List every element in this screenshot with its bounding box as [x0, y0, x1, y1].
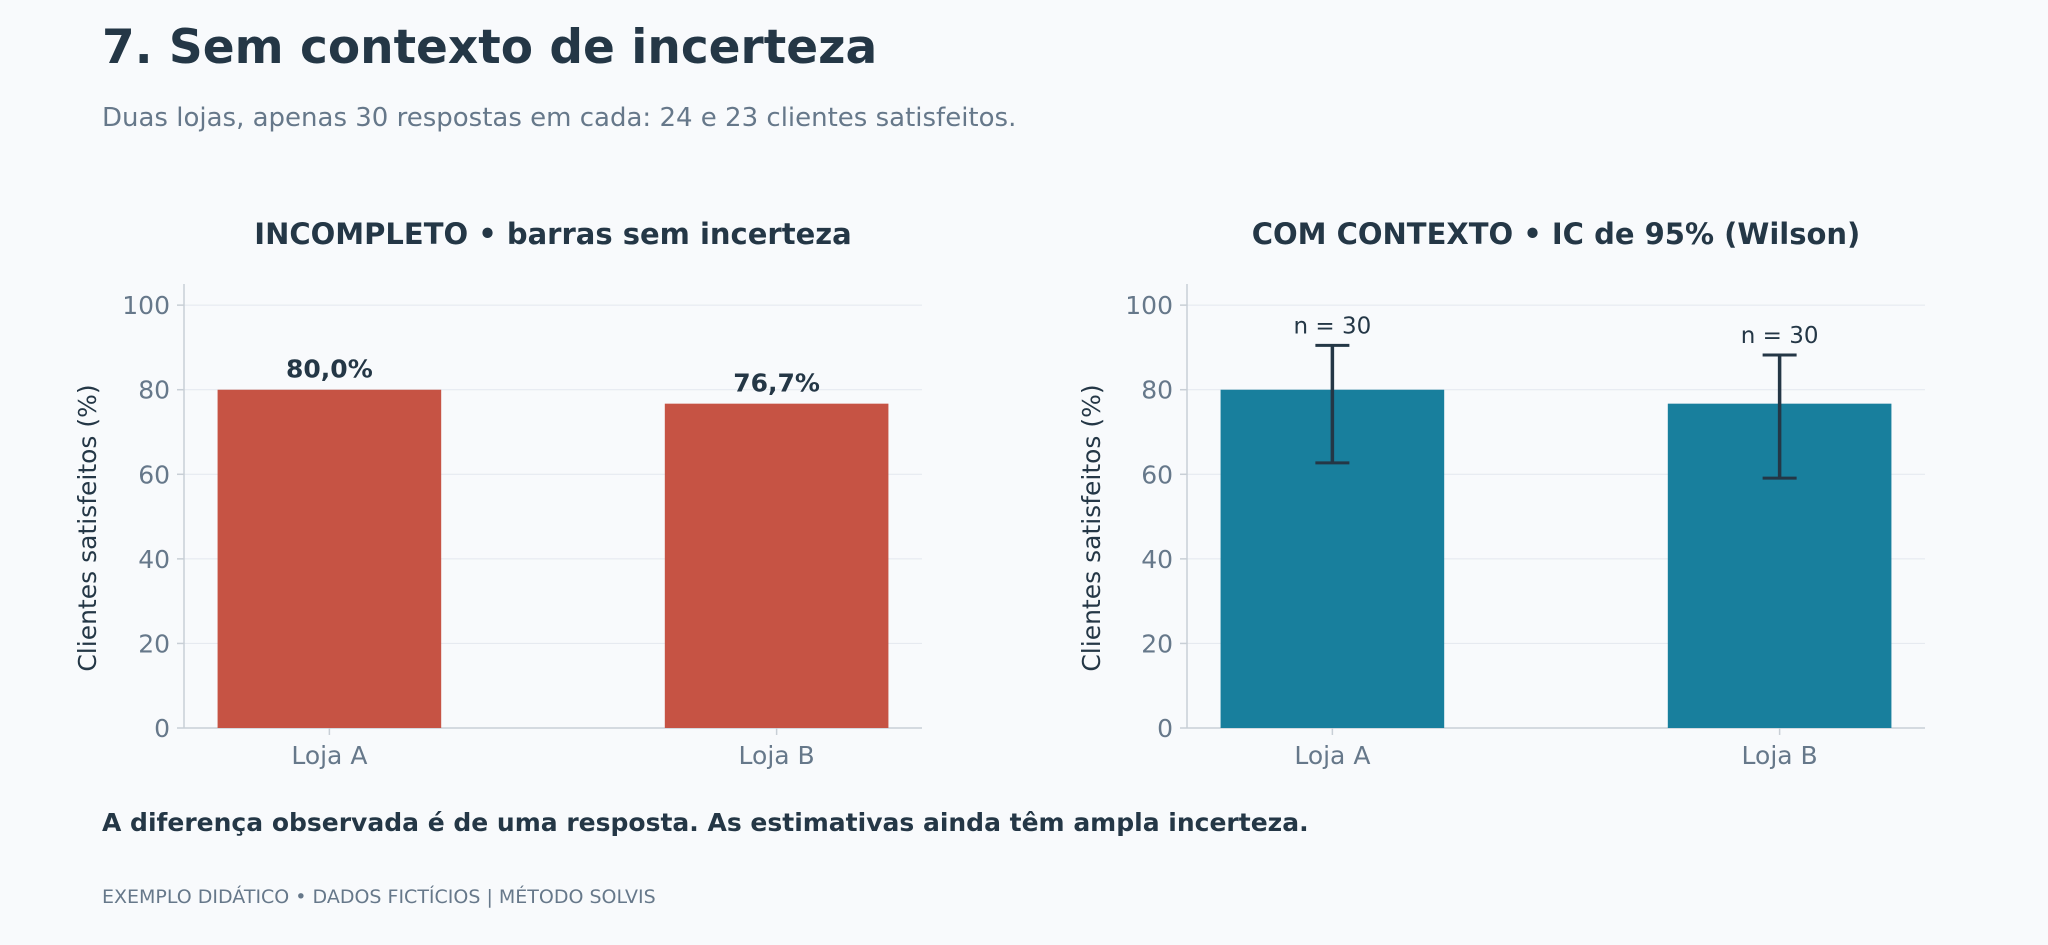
- y-tick-label: 0: [1157, 714, 1173, 743]
- chart-title: INCOMPLETO • barras sem incerteza: [254, 217, 851, 251]
- y-tick-label: 80: [1141, 376, 1173, 405]
- page-title: 7. Sem contexto de incerteza: [102, 20, 878, 75]
- y-axis-label: Clientes satisfeitos (%): [73, 384, 102, 671]
- y-tick-label: 40: [1141, 545, 1173, 574]
- y-tick-label: 20: [138, 629, 170, 658]
- data-label: 76,7%: [733, 369, 820, 398]
- y-tick-label: 40: [138, 545, 170, 574]
- footer-credit: EXEMPLO DIDÁTICO • DADOS FICTÍCIOS | MÉT…: [102, 886, 656, 908]
- sample-size-label: n = 30: [1741, 323, 1819, 349]
- data-label: 80,0%: [286, 355, 373, 384]
- y-tick-label: 60: [1141, 460, 1173, 489]
- bar-loja-a: [217, 389, 442, 728]
- page-subtitle: Duas lojas, apenas 30 respostas em cada:…: [102, 103, 1017, 133]
- y-tick-label: 100: [1125, 291, 1173, 320]
- y-tick-label: 20: [1141, 629, 1173, 658]
- bar-loja-b: [664, 403, 889, 728]
- y-axis-label: Clientes satisfeitos (%): [1077, 384, 1106, 671]
- x-tick-label: Loja B: [1742, 741, 1818, 770]
- sample-size-label: n = 30: [1294, 313, 1372, 339]
- x-tick-label: Loja A: [291, 741, 367, 770]
- chart-title: COM CONTEXTO • IC de 95% (Wilson): [1252, 217, 1861, 251]
- y-tick-label: 0: [154, 714, 170, 743]
- y-tick-label: 80: [138, 376, 170, 405]
- x-tick-label: Loja B: [739, 741, 815, 770]
- y-tick-label: 60: [138, 460, 170, 489]
- y-tick-label: 100: [122, 291, 170, 320]
- x-tick-label: Loja A: [1294, 741, 1370, 770]
- conclusion-note: A diferença observada é de uma resposta.…: [102, 808, 1309, 837]
